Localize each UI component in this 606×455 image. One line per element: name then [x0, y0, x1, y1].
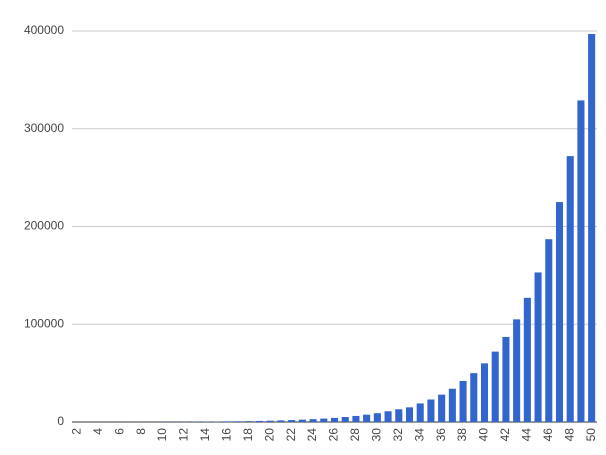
x-tick-label: 48 [562, 428, 576, 442]
bar [480, 363, 489, 422]
x-tick-label: 26 [327, 428, 341, 442]
bar [373, 413, 381, 422]
bar [298, 419, 306, 422]
bar [566, 156, 574, 422]
x-tick-label: 8 [134, 428, 148, 435]
bar [545, 239, 553, 422]
y-tick-label: 0 [57, 414, 64, 428]
x-tick-label: 18 [241, 428, 255, 442]
bar [277, 420, 285, 422]
x-tick-label: 36 [434, 428, 448, 442]
x-tick-label: 22 [284, 428, 298, 442]
x-tick-label: 28 [348, 428, 362, 442]
bar [405, 407, 414, 422]
bar [341, 417, 349, 422]
bar [288, 420, 296, 422]
x-tick-label: 38 [455, 428, 469, 442]
bar [470, 373, 478, 422]
x-tick-label: 14 [198, 428, 212, 442]
x-tick-label: 10 [155, 428, 169, 442]
bar [352, 415, 360, 422]
x-tick-label: 46 [541, 428, 555, 442]
bar [491, 351, 499, 422]
bar [416, 403, 424, 422]
bar [438, 394, 446, 422]
x-tick-label: 32 [391, 428, 405, 442]
x-tick-label: 30 [370, 428, 384, 442]
x-tick-label: 16 [220, 428, 234, 442]
bar [427, 399, 435, 422]
x-tick-label: 34 [412, 428, 426, 442]
x-tick-label: 6 [112, 428, 126, 435]
bar [588, 33, 596, 423]
bar [266, 420, 274, 422]
bar [555, 202, 564, 422]
bar [577, 100, 585, 422]
bar [245, 421, 253, 422]
y-tick-label: 300000 [24, 121, 64, 135]
bar [448, 388, 456, 422]
bar [395, 409, 403, 422]
y-tick-label: 400000 [24, 23, 64, 37]
x-tick-label: 40 [477, 428, 491, 442]
bar [459, 380, 467, 422]
bar [320, 418, 328, 422]
bar [223, 421, 231, 422]
bar [330, 417, 339, 422]
bar [502, 336, 510, 422]
bar [234, 421, 242, 422]
bar [534, 272, 542, 422]
x-tick-label: 4 [91, 428, 105, 435]
x-tick-label: 2 [70, 428, 84, 435]
bar [309, 419, 317, 422]
bar [384, 411, 392, 422]
x-tick-label: 44 [520, 428, 534, 442]
x-tick-label: 50 [584, 428, 598, 442]
x-tick-label: 20 [262, 428, 276, 442]
x-tick-label: 12 [177, 428, 191, 442]
bar [523, 297, 531, 422]
y-tick-label: 200000 [24, 219, 64, 233]
bar [363, 414, 371, 422]
x-tick-label: 24 [305, 428, 319, 442]
y-tick-label: 100000 [24, 316, 64, 330]
bar [255, 420, 264, 422]
x-tick-label: 42 [498, 428, 512, 442]
bar [513, 319, 521, 422]
